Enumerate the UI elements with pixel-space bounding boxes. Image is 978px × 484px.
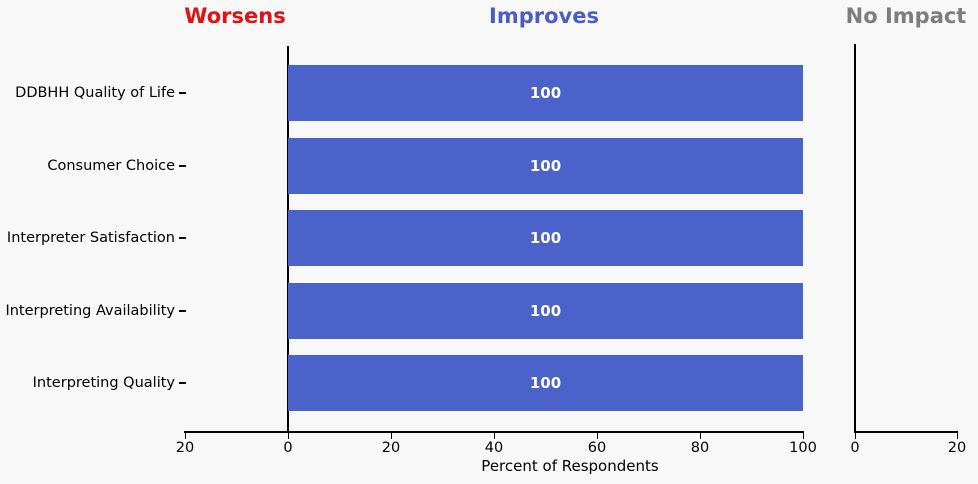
x-tick-label: 40 (484, 440, 504, 456)
x-axis-tick (493, 432, 495, 439)
x-tick-label: 20 (947, 440, 967, 456)
no-impact-axis-line (854, 44, 856, 432)
x-tick-label: 80 (690, 440, 710, 456)
category-label: DDBHH Quality of Life (15, 85, 175, 101)
x-axis-line-right (854, 431, 958, 433)
category-label: Interpreting Availability (5, 303, 175, 319)
bar-value-label: 100 (529, 302, 562, 320)
x-axis-tick (802, 432, 804, 439)
bar-improves: 100 (288, 138, 803, 194)
bar-improves: 100 (288, 65, 803, 121)
x-axis-tick (854, 432, 856, 439)
zero-axis-line (287, 46, 289, 432)
x-tick-label: 60 (587, 440, 607, 456)
bar-improves: 100 (288, 210, 803, 266)
x-tick-label: 20 (381, 440, 401, 456)
x-axis-tick (956, 432, 958, 439)
x-axis-tick (390, 432, 392, 439)
category-label: Consumer Choice (47, 158, 175, 174)
x-axis-tick (184, 432, 186, 439)
y-axis-tick (179, 165, 186, 167)
x-axis-tick (596, 432, 598, 439)
y-axis-tick (179, 92, 186, 94)
y-axis-tick (179, 310, 186, 312)
bar-value-label: 100 (529, 374, 562, 392)
category-label: Interpreter Satisfaction (6, 230, 175, 246)
x-axis-tick (287, 432, 289, 439)
x-tick-label: 100 (789, 440, 817, 456)
y-axis-tick (179, 382, 186, 384)
panel-title-no-impact: No Impact (845, 4, 967, 28)
x-tick-label: 0 (283, 440, 293, 456)
x-axis-line-main (184, 431, 804, 433)
bar-improves: 100 (288, 283, 803, 339)
x-tick-label: 0 (850, 440, 860, 456)
panel-title-worsens: Worsens (184, 4, 286, 28)
bar-value-label: 100 (529, 157, 562, 175)
x-axis-tick (699, 432, 701, 439)
y-axis-tick (179, 237, 186, 239)
bar-improves: 100 (288, 355, 803, 411)
x-tick-label: 20 (175, 440, 195, 456)
bar-value-label: 100 (529, 229, 562, 247)
bar-value-label: 100 (529, 84, 562, 102)
x-axis-title: Percent of Respondents (481, 457, 659, 475)
panel-title-improves: Improves (489, 4, 599, 28)
category-label: Interpreting Quality (32, 375, 175, 391)
